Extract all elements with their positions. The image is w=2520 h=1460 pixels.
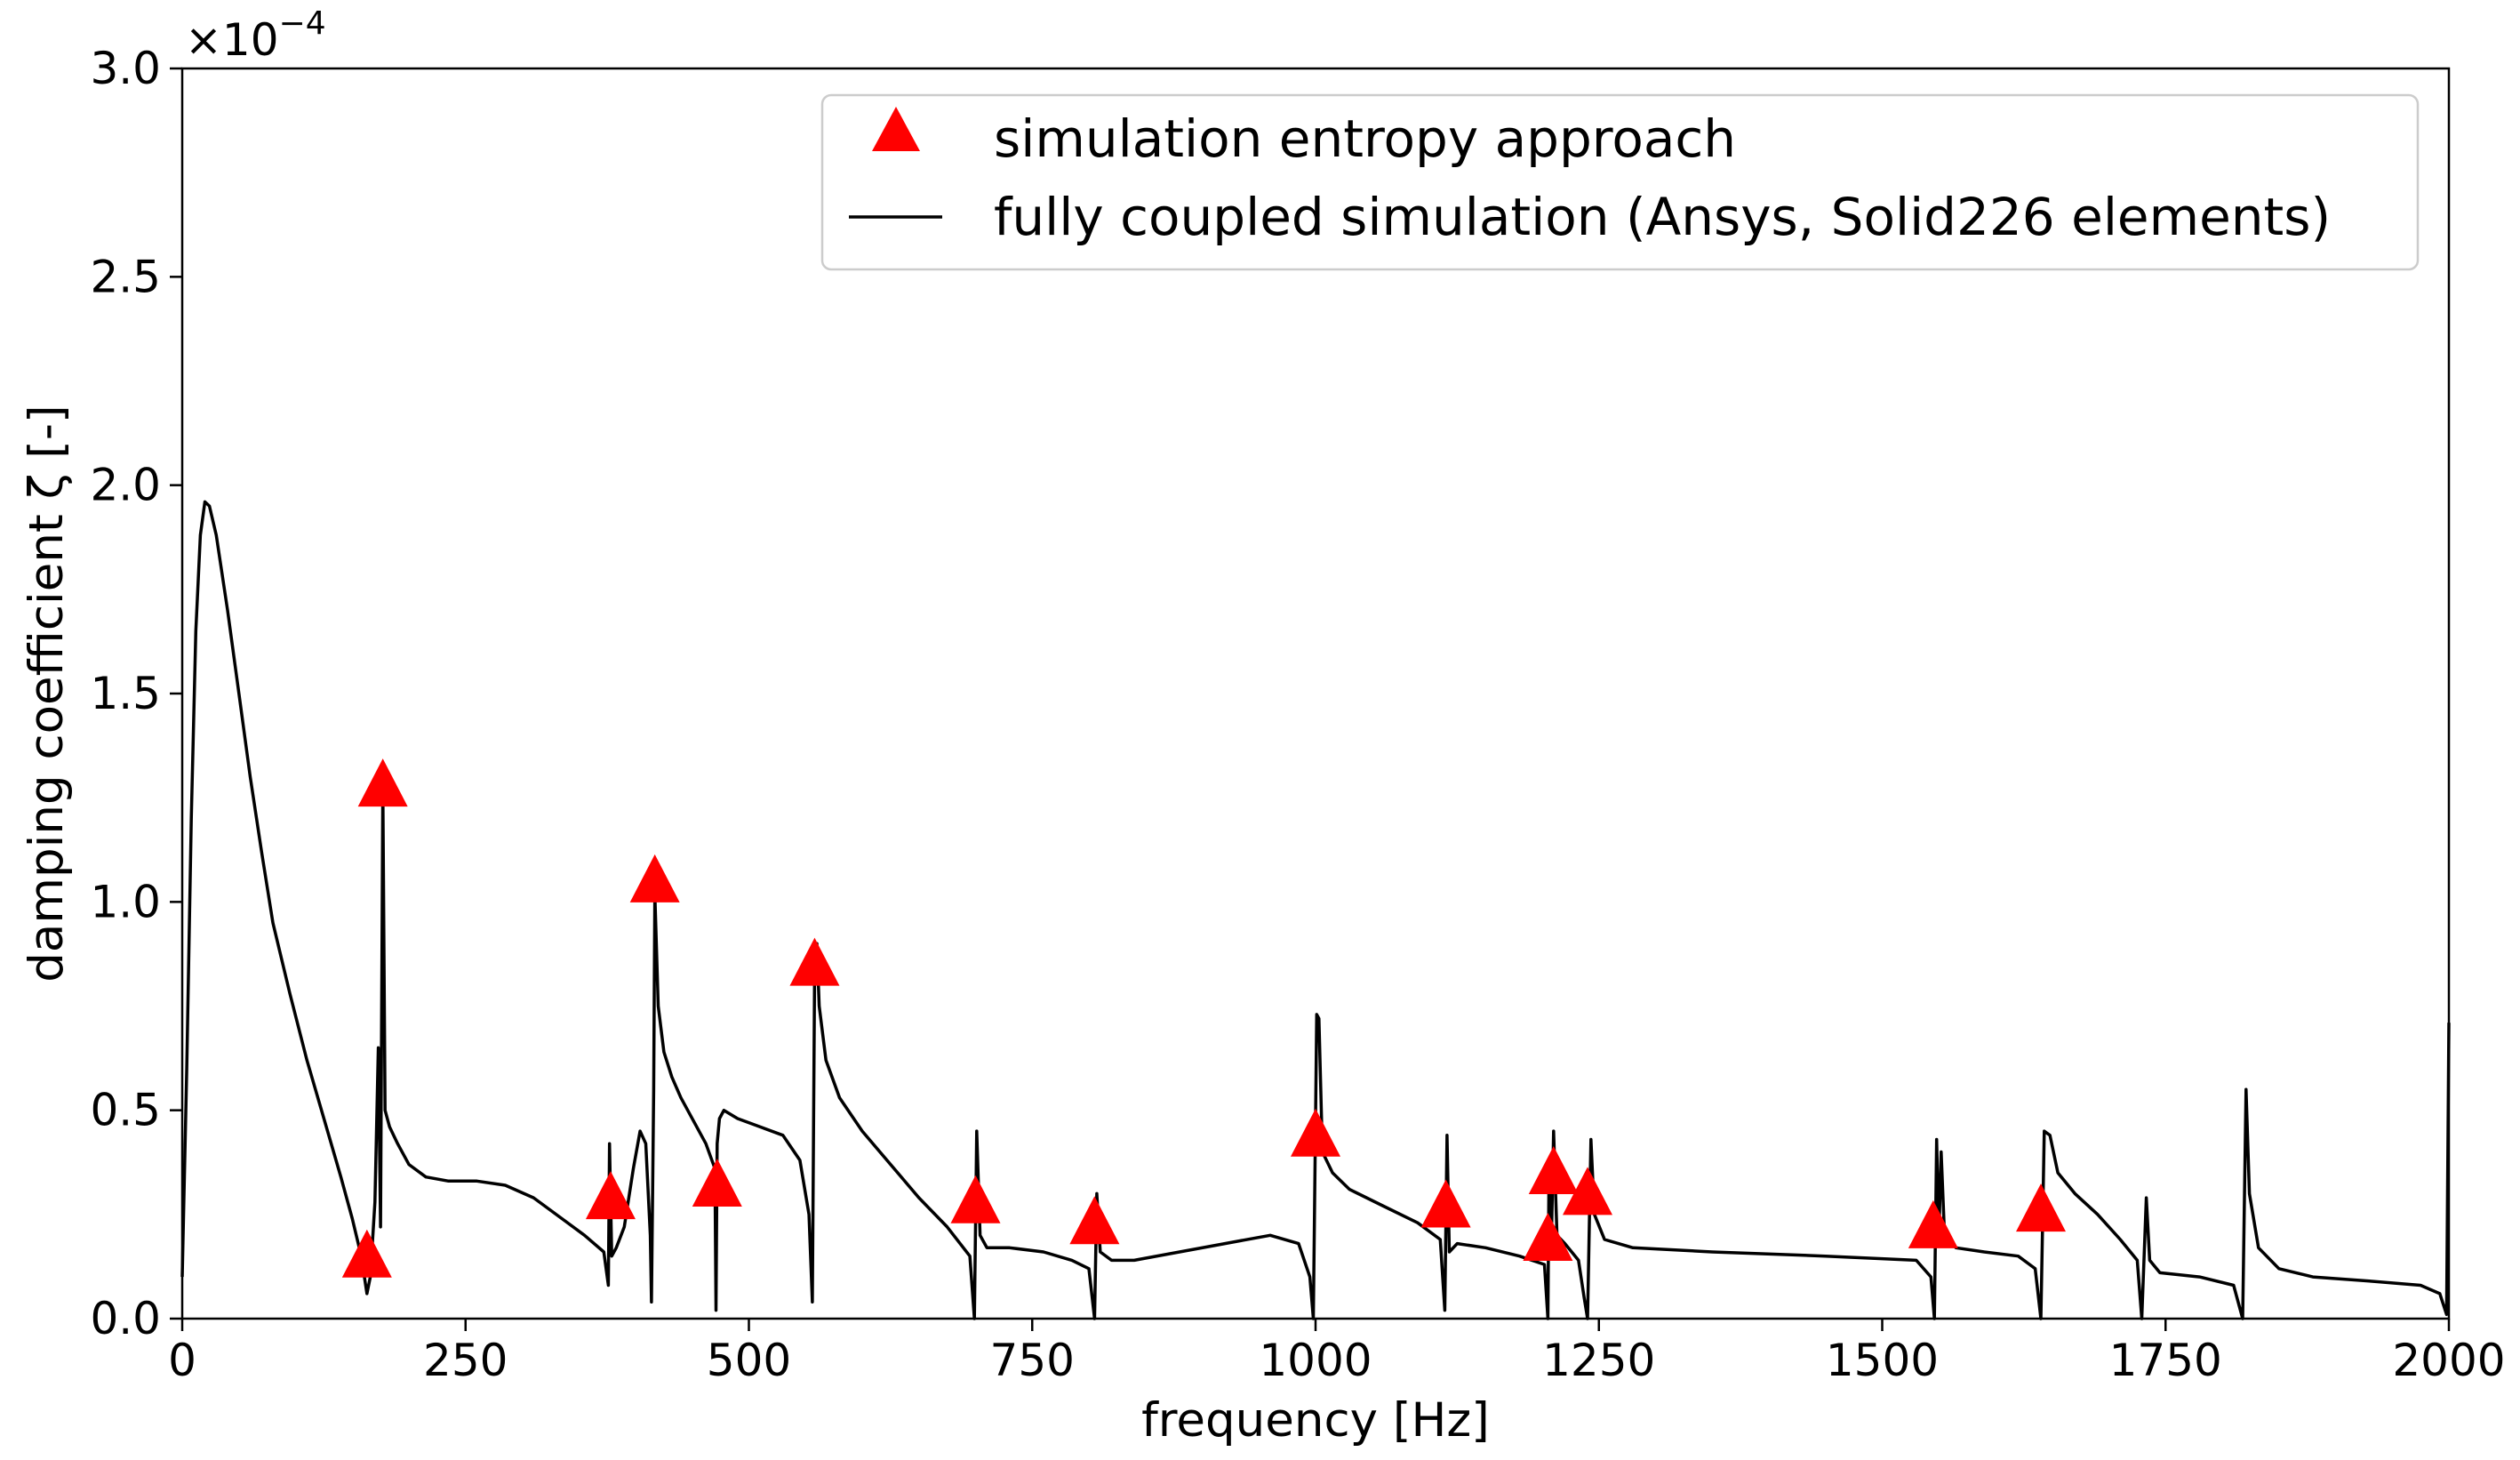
y-tick-label: 1.0 — [90, 876, 161, 927]
legend-frame — [820, 93, 2420, 271]
y-tick-label: 2.5 — [90, 251, 161, 302]
y-tick-label: 2.0 — [90, 460, 161, 511]
entropy-point-triangle — [692, 1159, 742, 1207]
x-tick-label: 1750 — [2109, 1335, 2222, 1386]
y-scale-exponent: −4 — [279, 5, 326, 42]
y-tick-label: 1.5 — [90, 668, 161, 719]
legend: simulation entropy approach fully couple… — [820, 93, 2420, 271]
x-tick-label: 750 — [990, 1335, 1075, 1386]
y-axis-ticks: 0.0 0.5 1.0 1.5 2.0 2.5 3.0 — [90, 43, 182, 1344]
entropy-point-triangle — [789, 937, 840, 986]
y-axis-scale-label: ×10−4 — [185, 5, 326, 66]
entropy-point-triangle — [629, 854, 680, 902]
entropy-point-triangle — [2016, 1183, 2066, 1232]
x-tick-label: 0 — [168, 1335, 196, 1386]
marker-series-group — [341, 758, 2066, 1278]
line-series-group — [180, 500, 2451, 1320]
entropy-point-triangle — [341, 1229, 392, 1278]
entropy-point-triangle — [1420, 1179, 1471, 1228]
entropy-point-triangle — [357, 758, 408, 807]
entropy-point-triangle — [1069, 1196, 1120, 1245]
legend-label-coupled: fully coupled simulation (Ansys, Solid22… — [994, 187, 2331, 247]
y-tick-label: 0.5 — [90, 1085, 161, 1136]
x-tick-label: 500 — [707, 1335, 791, 1386]
entropy-point-triangle — [950, 1175, 1001, 1223]
entropy-point-triangle — [1908, 1199, 1958, 1248]
x-tick-label: 250 — [423, 1335, 508, 1386]
x-tick-label: 2000 — [2392, 1335, 2505, 1386]
x-axis-label: frequency [Hz] — [1141, 1393, 1490, 1448]
entropy-point-triangle — [1563, 1167, 1612, 1215]
entropy-point-triangle — [1291, 1108, 1340, 1157]
series-line-fully-coupled — [180, 500, 2451, 1320]
y-scale-base: ×10 — [185, 14, 279, 66]
x-tick-label: 1250 — [1542, 1335, 1655, 1386]
entropy-point-triangle — [1523, 1212, 1573, 1261]
x-tick-label: 1000 — [1259, 1335, 1372, 1386]
y-axis-label: damping coefficient ζ [-] — [20, 405, 74, 982]
legend-marker-triangle-icon — [872, 107, 920, 151]
y-tick-label: 3.0 — [90, 43, 161, 94]
entropy-point-triangle — [585, 1171, 636, 1220]
entropy-point-triangle — [1528, 1145, 1579, 1194]
y-tick-label: 0.0 — [90, 1293, 161, 1344]
x-tick-label: 1500 — [1826, 1335, 1939, 1386]
x-axis-ticks: 0 250 500 750 1000 1250 1500 1750 2000 — [168, 1319, 2506, 1386]
legend-label-entropy: simulation entropy approach — [994, 108, 1736, 169]
